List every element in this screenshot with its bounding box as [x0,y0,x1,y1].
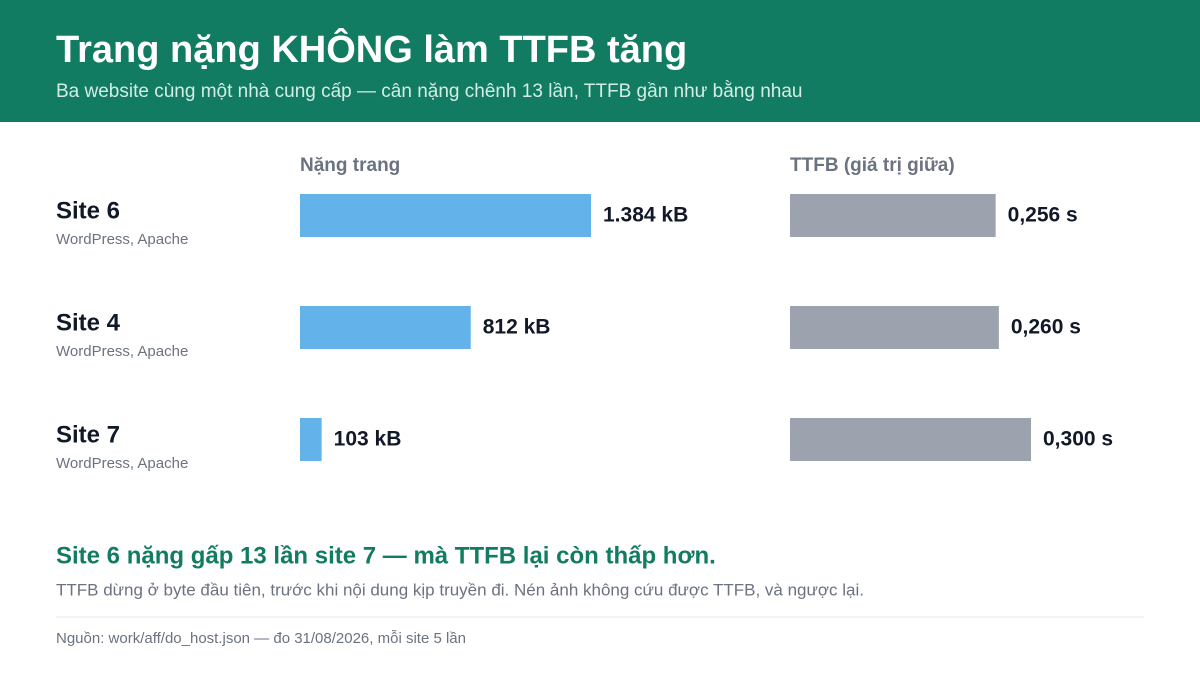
headline: Site 6 nặng gấp 13 lần site 7 — mà TTFB … [56,542,716,569]
column-title: TTFB (giá trị giữa) [790,155,955,176]
bar [300,418,322,461]
note: TTFB dừng ở byte đầu tiên, trước khi nội… [56,580,864,599]
value-label: 0,256 s [1008,204,1078,227]
site-stack: WordPress, Apache [56,455,188,472]
title: Trang nặng KHÔNG làm TTFB tăng [56,26,687,71]
value-label: 103 kB [334,428,402,451]
bar [790,306,999,349]
value-label: 0,300 s [1043,428,1113,451]
bar [300,194,591,237]
site-name: Site 6 [56,197,120,224]
site-name: Site 4 [56,309,121,336]
bar [300,306,471,349]
source: Nguồn: work/aff/do_host.json — đo 31/08/… [56,630,466,647]
subtitle: Ba website cùng một nhà cung cấp — cân n… [56,80,802,102]
column-title: Nặng trang [300,155,400,176]
site-stack: WordPress, Apache [56,231,188,248]
value-label: 1.384 kB [603,204,688,227]
header-band [0,0,1200,122]
bar [790,418,1031,461]
bar [790,194,996,237]
value-label: 812 kB [483,316,551,339]
site-name: Site 7 [56,421,120,448]
value-label: 0,260 s [1011,316,1081,339]
site-stack: WordPress, Apache [56,343,188,360]
